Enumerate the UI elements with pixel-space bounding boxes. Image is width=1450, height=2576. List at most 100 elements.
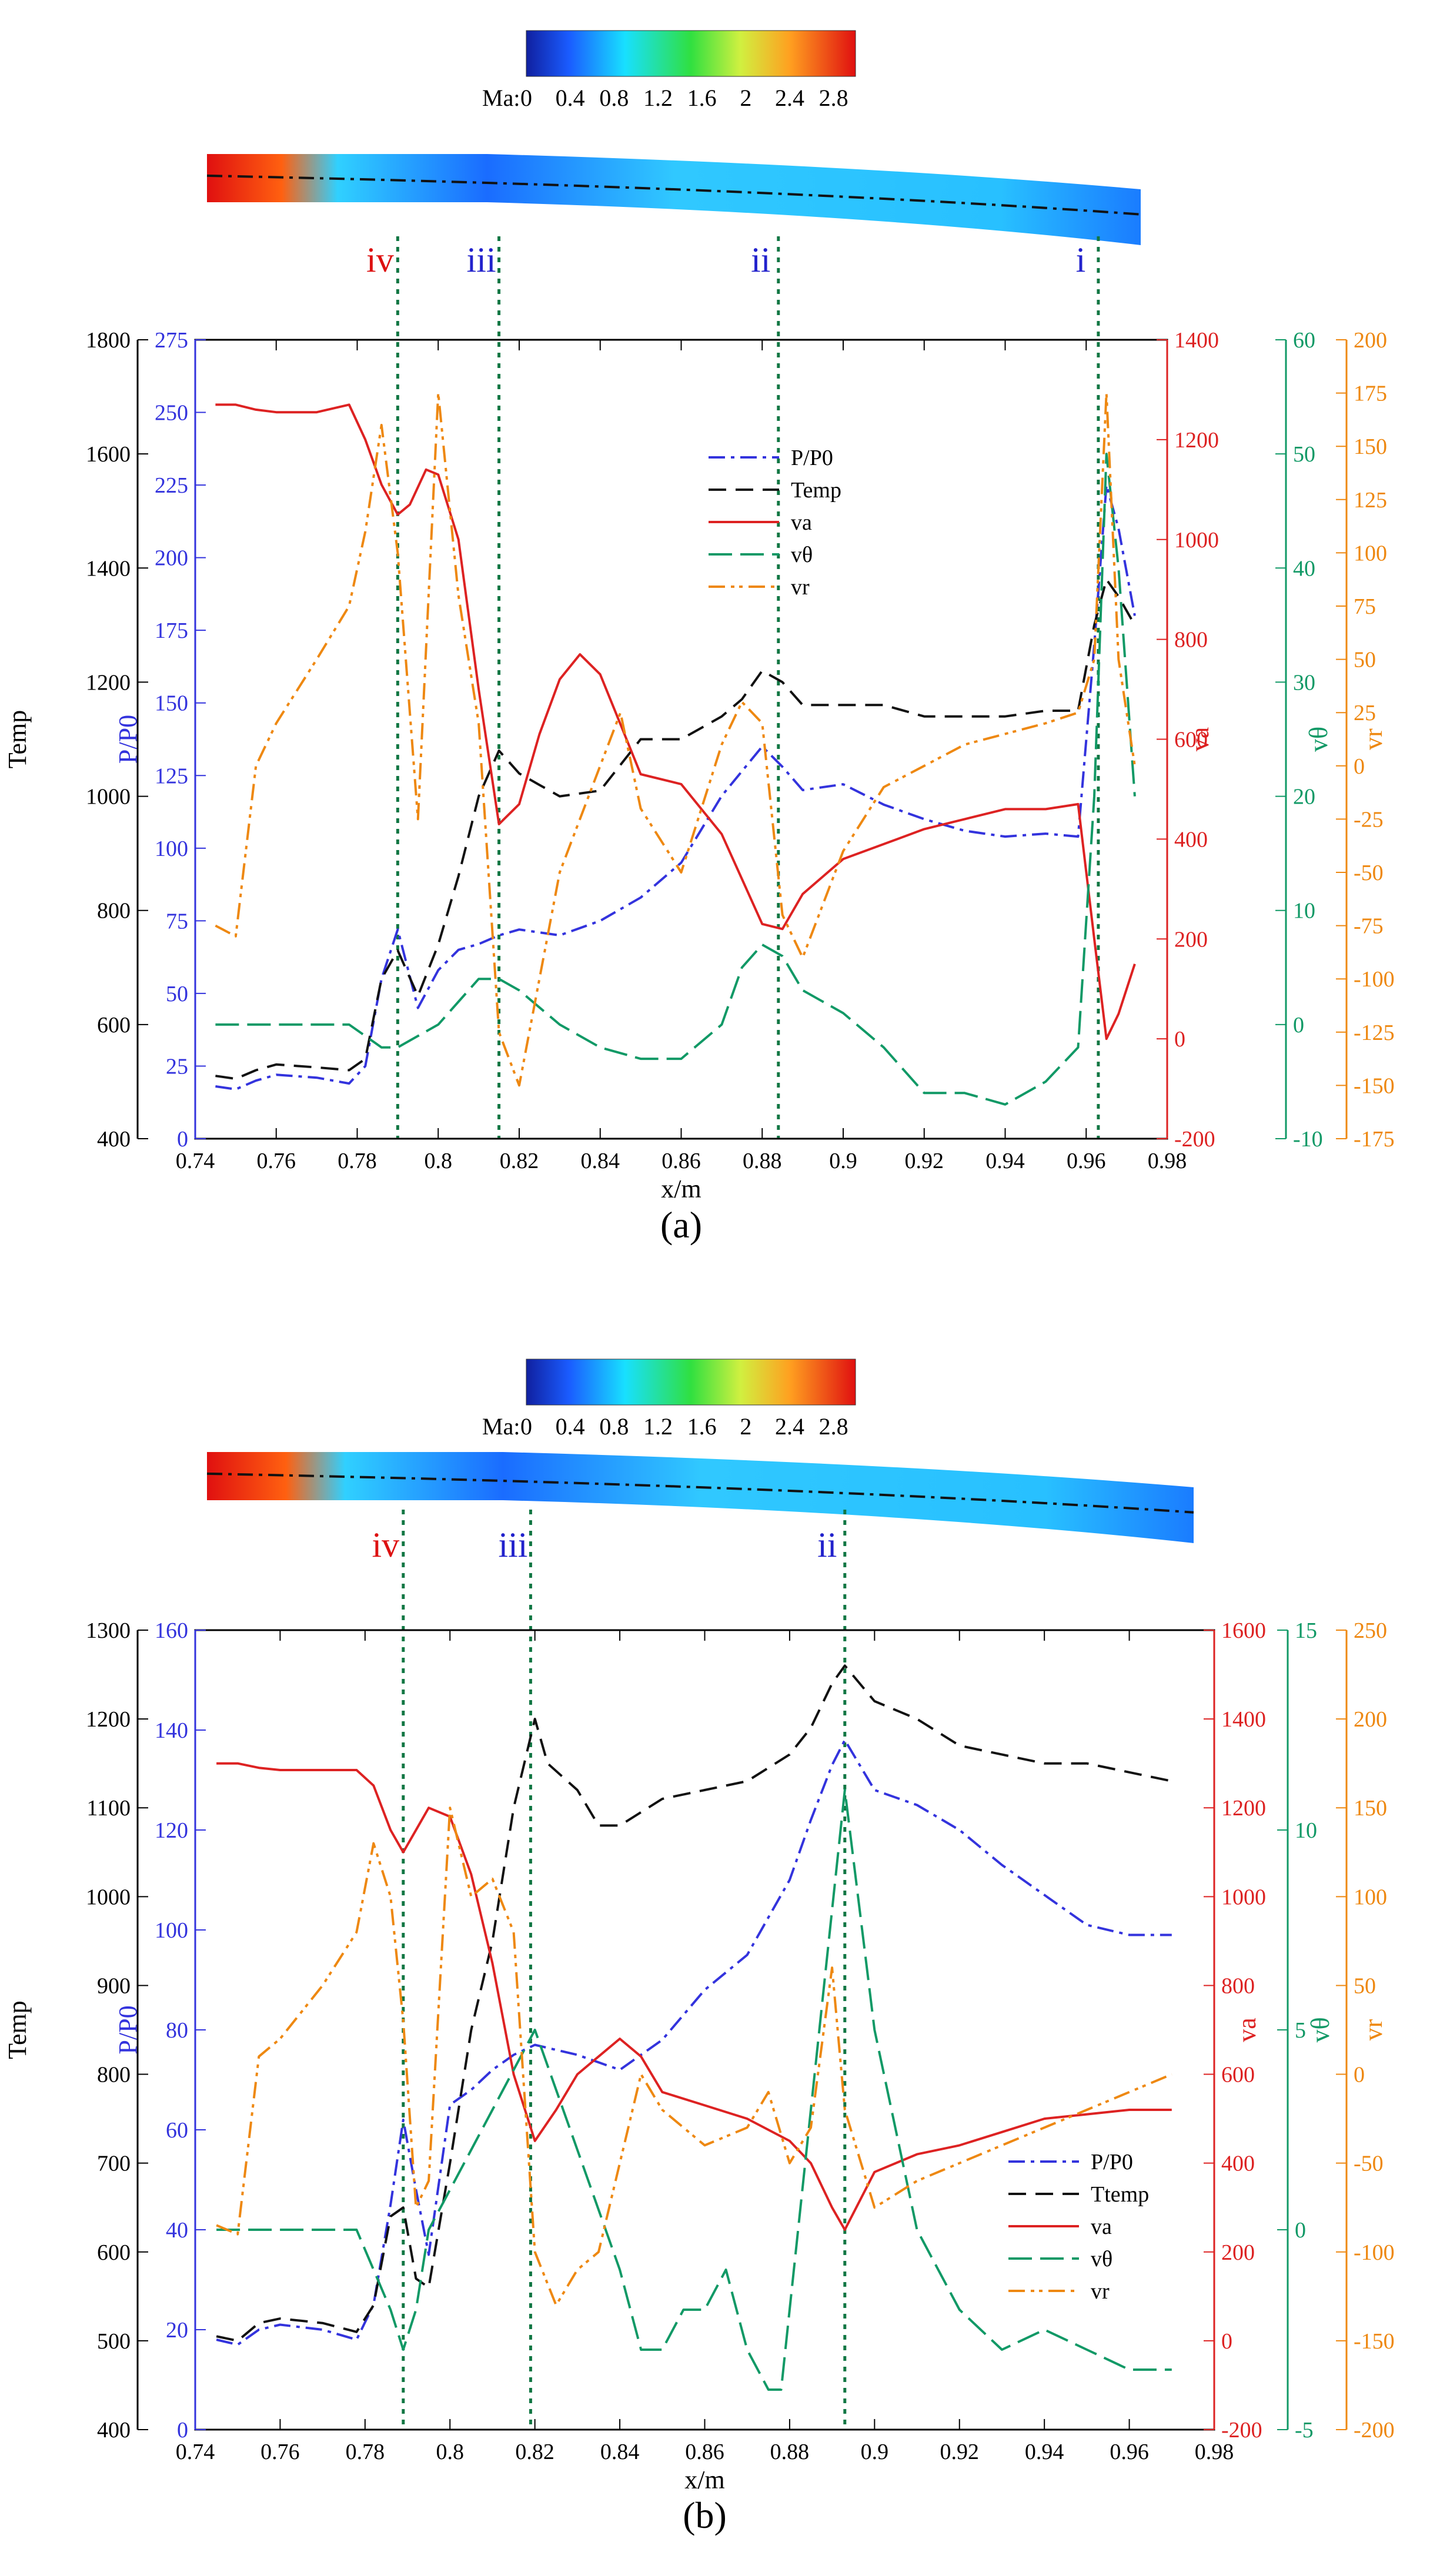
legend-label-P: P/P0 bbox=[1091, 2150, 1133, 2174]
x-tick-label: 0.96 bbox=[1067, 1149, 1106, 1173]
y-tick-label-T: 800 bbox=[97, 2063, 131, 2087]
y-tick-label-vr: 150 bbox=[1354, 434, 1387, 459]
y-tick-label-va: 800 bbox=[1221, 1973, 1255, 1998]
series-line-vth bbox=[216, 1789, 1172, 2391]
y-tick-label-T: 1000 bbox=[86, 1885, 131, 1909]
flow-field-contour bbox=[207, 1452, 1194, 1543]
colorbar-tick-label: 2.4 bbox=[775, 1413, 804, 1440]
plot-frame bbox=[194, 339, 1168, 1140]
flow-field-contour bbox=[207, 154, 1141, 245]
y-tick-label-va: 0 bbox=[1221, 2329, 1232, 2354]
y-axis-label-T: Temp bbox=[3, 710, 32, 769]
x-tick-label: 0.82 bbox=[500, 1149, 539, 1173]
panel-caption: (b) bbox=[683, 2494, 727, 2536]
x-tick-label: 0.86 bbox=[685, 2440, 724, 2464]
marker-label-iii: iii bbox=[498, 1525, 527, 1564]
y-tick-label-T: 700 bbox=[97, 2152, 131, 2176]
series-line-vth bbox=[215, 453, 1136, 1106]
y-tick-label-T: 600 bbox=[97, 2240, 131, 2265]
y-tick-label-vr: 50 bbox=[1354, 1973, 1376, 1998]
colorbar-tick-label: 2.4 bbox=[775, 85, 804, 111]
legend-label-va: va bbox=[1091, 2214, 1112, 2239]
x-tick-label: 0.92 bbox=[905, 1149, 944, 1173]
y-axis-label-va: va bbox=[1232, 2018, 1261, 2042]
y-tick-label-P: 160 bbox=[155, 1618, 188, 1643]
y-tick-label-vth: 10 bbox=[1295, 1818, 1317, 1843]
y-tick-label-vr: 0 bbox=[1354, 2063, 1365, 2087]
y-tick-label-P: 50 bbox=[166, 982, 188, 1006]
y-tick-label-va: 0 bbox=[1174, 1027, 1185, 1052]
x-tick-label: 0.76 bbox=[260, 2440, 300, 2464]
x-tick-label: 0.84 bbox=[581, 1149, 620, 1173]
y-tick-label-vth: 50 bbox=[1293, 442, 1315, 467]
y-axis-label-vr: vr bbox=[1359, 728, 1388, 750]
x-tick-label: 0.94 bbox=[1025, 2440, 1064, 2464]
marker-label-ii: ii bbox=[751, 240, 770, 279]
colorbar-tick-label: 1.6 bbox=[687, 85, 717, 111]
y-axis-label-vth: vθ bbox=[1304, 727, 1333, 752]
legend-label-vth: vθ bbox=[1091, 2247, 1112, 2271]
y-tick-label-P: 150 bbox=[155, 691, 188, 716]
colorbar-tick-label: 0 bbox=[520, 1413, 532, 1440]
colorbar-tick-label: 0.8 bbox=[599, 1413, 629, 1440]
y-tick-label-va: 1200 bbox=[1174, 428, 1219, 453]
x-tick-label: 0.76 bbox=[257, 1149, 296, 1173]
series-line-P bbox=[216, 1739, 1172, 2346]
marker-label-ii: ii bbox=[817, 1525, 837, 1564]
y-tick-label-va: 400 bbox=[1221, 2152, 1255, 2176]
y-tick-label-T: 1100 bbox=[86, 1796, 131, 1821]
y-tick-label-T: 400 bbox=[97, 2418, 131, 2443]
y-tick-label-va: -200 bbox=[1221, 2418, 1262, 2443]
y-tick-label-va: 1000 bbox=[1174, 528, 1219, 553]
x-tick-label: 0.88 bbox=[770, 2440, 810, 2464]
y-tick-label-vr: 200 bbox=[1354, 1707, 1387, 1732]
flow-centerline bbox=[206, 1472, 1194, 1514]
panel-b: Ma: 0 0.4 0.8 1.2 1.6 2 2.4 2.8iv iii ii0.74 0.76 0.… bbox=[3, 1359, 1395, 2536]
y-tick-label-T: 1400 bbox=[86, 556, 131, 581]
colorbar-tick-label: 0.8 bbox=[599, 85, 629, 111]
legend-label-vr: vr bbox=[1091, 2279, 1110, 2304]
y-tick-label-vr: -125 bbox=[1354, 1021, 1395, 1045]
y-tick-label-P: 25 bbox=[166, 1054, 188, 1079]
y-tick-label-T: 1000 bbox=[86, 785, 131, 809]
x-tick-label: 0.88 bbox=[743, 1149, 782, 1173]
y-tick-label-vth: 0 bbox=[1293, 1013, 1304, 1038]
colorbar-label: Ma: bbox=[482, 1413, 520, 1440]
y-tick-label-P: 120 bbox=[155, 1818, 188, 1843]
y-tick-label-vr: 0 bbox=[1354, 754, 1365, 779]
series-line-T bbox=[216, 1664, 1172, 2342]
y-tick-label-P: 80 bbox=[166, 2018, 188, 2043]
y-axis-label-P: P/P0 bbox=[113, 2005, 142, 2054]
x-tick-label: 0.8 bbox=[436, 2440, 465, 2464]
y-tick-label-P: 40 bbox=[166, 2218, 188, 2243]
series-line-vr bbox=[216, 1806, 1172, 2307]
series-line-va bbox=[215, 403, 1136, 1041]
y-tick-label-vth: -10 bbox=[1293, 1127, 1323, 1152]
y-tick-label-P: 225 bbox=[155, 473, 188, 498]
y-tick-label-vr: -25 bbox=[1354, 807, 1384, 832]
legend-label-P: P/P0 bbox=[791, 446, 833, 470]
y-tick-label-va: 1400 bbox=[1221, 1707, 1266, 1732]
marker-label-iii: iii bbox=[467, 240, 496, 279]
y-tick-label-P: 125 bbox=[155, 764, 188, 788]
y-axis-label-va: va bbox=[1185, 727, 1214, 752]
colorbar-tick-label: 1.6 bbox=[687, 1413, 717, 1440]
y-tick-label-vth: 15 bbox=[1295, 1618, 1317, 1643]
y-axis-label-P: P/P0 bbox=[113, 715, 142, 764]
y-tick-label-T: 600 bbox=[97, 1013, 131, 1038]
mach-colorbar bbox=[526, 30, 856, 77]
x-tick-label: 0.82 bbox=[515, 2440, 554, 2464]
y-tick-label-vr: -175 bbox=[1354, 1127, 1395, 1152]
y-tick-label-vth: -5 bbox=[1295, 2418, 1314, 2443]
marker-label-iv: iv bbox=[372, 1525, 399, 1564]
colorbar-tick-label: 1.2 bbox=[643, 1413, 673, 1440]
series-line-T bbox=[215, 578, 1136, 1080]
y-tick-label-T: 1300 bbox=[86, 1618, 131, 1643]
y-tick-label-vr: -100 bbox=[1354, 2240, 1395, 2265]
x-tick-label: 0.9 bbox=[861, 2440, 889, 2464]
y-tick-label-T: 1200 bbox=[86, 670, 131, 695]
y-axis-label-T: Temp bbox=[3, 2000, 32, 2059]
y-tick-label-vr: -50 bbox=[1354, 2152, 1384, 2176]
y-tick-label-T: 500 bbox=[97, 2329, 131, 2354]
